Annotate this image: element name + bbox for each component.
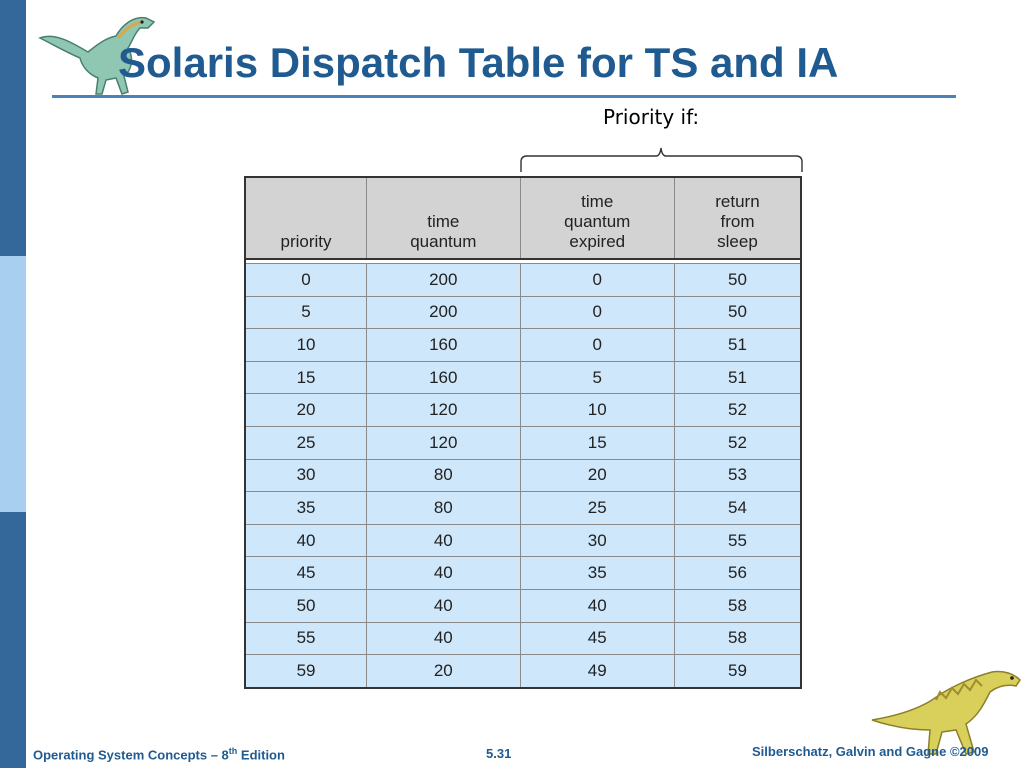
header-spacer bbox=[244, 259, 802, 264]
header-priority: priority bbox=[244, 176, 368, 260]
header-time-quantum-expired: time quantum expired bbox=[519, 176, 675, 260]
cell-priority: 30 bbox=[244, 458, 368, 493]
left-sidebar-band bbox=[0, 0, 26, 768]
cell-priority: 10 bbox=[244, 328, 368, 362]
table-row: 30 80 20 53 bbox=[244, 458, 802, 493]
cell-priority: 59 bbox=[244, 654, 368, 689]
title-underline bbox=[52, 95, 956, 98]
table-row: 20 120 10 52 bbox=[244, 393, 802, 427]
cell-time-quantum-expired: 45 bbox=[519, 621, 675, 656]
cell-time-quantum: 160 bbox=[366, 328, 521, 362]
cell-return-from-sleep: 54 bbox=[673, 491, 802, 525]
cell-return-from-sleep: 58 bbox=[673, 621, 802, 656]
cell-time-quantum: 160 bbox=[366, 360, 521, 395]
cell-return-from-sleep: 55 bbox=[673, 523, 802, 558]
dispatch-table: priority time quantum time quantum expir… bbox=[244, 176, 802, 689]
cell-return-from-sleep: 56 bbox=[673, 556, 802, 590]
footer-copyright: Silberschatz, Galvin and Gagne ©2009 bbox=[752, 744, 989, 759]
cell-return-from-sleep: 52 bbox=[673, 393, 802, 427]
cell-time-quantum: 40 bbox=[366, 588, 521, 623]
table-row: 50 40 40 58 bbox=[244, 588, 802, 623]
slide-title: Solaris Dispatch Table for TS and IA bbox=[118, 39, 839, 86]
cell-time-quantum-expired: 49 bbox=[519, 654, 675, 689]
table-row: 15 160 5 51 bbox=[244, 360, 802, 395]
table-row: 59 20 49 59 bbox=[244, 654, 802, 689]
table-body: 0 200 0 50 5 200 0 50 10 160 0 51 15 160 5 51 20 120 10 52 2… bbox=[244, 259, 802, 689]
table-row: 45 40 35 56 bbox=[244, 556, 802, 590]
cell-return-from-sleep: 52 bbox=[673, 425, 802, 460]
dinosaur-corner-icon bbox=[871, 670, 1021, 755]
table-row: 40 40 30 55 bbox=[244, 523, 802, 558]
cell-return-from-sleep: 50 bbox=[673, 263, 802, 297]
cell-time-quantum: 40 bbox=[366, 556, 521, 590]
cell-priority: 50 bbox=[244, 588, 368, 623]
cell-priority: 20 bbox=[244, 393, 368, 427]
footer-book-title: Operating System Concepts – 8th Edition bbox=[33, 746, 285, 763]
table-row: 0 200 0 50 bbox=[244, 263, 802, 297]
cell-return-from-sleep: 51 bbox=[673, 328, 802, 362]
cell-time-quantum-expired: 20 bbox=[519, 458, 675, 493]
table-row: 10 160 0 51 bbox=[244, 328, 802, 362]
cell-time-quantum: 80 bbox=[366, 458, 521, 493]
cell-time-quantum: 40 bbox=[366, 621, 521, 656]
cell-priority: 35 bbox=[244, 491, 368, 525]
cell-return-from-sleep: 51 bbox=[673, 360, 802, 395]
cell-priority: 25 bbox=[244, 425, 368, 460]
table-row: 35 80 25 54 bbox=[244, 491, 802, 525]
cell-return-from-sleep: 50 bbox=[673, 295, 802, 330]
cell-time-quantum: 200 bbox=[366, 295, 521, 330]
table-row: 55 40 45 58 bbox=[244, 621, 802, 656]
footer-page-number: 5.31 bbox=[486, 746, 512, 761]
table-row: 5 200 0 50 bbox=[244, 295, 802, 330]
cell-time-quantum-expired: 10 bbox=[519, 393, 675, 427]
cell-priority: 5 bbox=[244, 295, 368, 330]
cell-time-quantum: 200 bbox=[366, 263, 521, 297]
cell-return-from-sleep: 59 bbox=[673, 654, 802, 689]
cell-priority: 0 bbox=[244, 263, 368, 297]
cell-time-quantum: 120 bbox=[366, 393, 521, 427]
cell-time-quantum: 120 bbox=[366, 425, 521, 460]
cell-time-quantum-expired: 40 bbox=[519, 588, 675, 623]
cell-time-quantum-expired: 0 bbox=[519, 295, 675, 330]
cell-time-quantum-expired: 15 bbox=[519, 425, 675, 460]
header-return-from-sleep: return from sleep bbox=[673, 176, 802, 260]
cell-priority: 45 bbox=[244, 556, 368, 590]
dinosaur-logo-icon bbox=[38, 16, 156, 95]
cell-return-from-sleep: 53 bbox=[673, 458, 802, 493]
cell-priority: 15 bbox=[244, 360, 368, 395]
cell-time-quantum-expired: 5 bbox=[519, 360, 675, 395]
table-header-row: priority time quantum time quantum expir… bbox=[244, 176, 802, 260]
cell-priority: 55 bbox=[244, 621, 368, 656]
cell-time-quantum-expired: 30 bbox=[519, 523, 675, 558]
cell-time-quantum: 80 bbox=[366, 491, 521, 525]
cell-time-quantum: 20 bbox=[366, 654, 521, 689]
cell-time-quantum-expired: 25 bbox=[519, 491, 675, 525]
cell-return-from-sleep: 58 bbox=[673, 588, 802, 623]
cell-time-quantum-expired: 0 bbox=[519, 263, 675, 297]
cell-time-quantum-expired: 0 bbox=[519, 328, 675, 362]
header-time-quantum: time quantum bbox=[366, 176, 521, 260]
cell-priority: 40 bbox=[244, 523, 368, 558]
priority-if-label: Priority if: bbox=[603, 105, 700, 129]
sidebar-light-segment bbox=[0, 256, 26, 512]
cell-time-quantum: 40 bbox=[366, 523, 521, 558]
cell-time-quantum-expired: 35 bbox=[519, 556, 675, 590]
curly-brace-bracket bbox=[520, 147, 803, 172]
table-row: 25 120 15 52 bbox=[244, 425, 802, 460]
